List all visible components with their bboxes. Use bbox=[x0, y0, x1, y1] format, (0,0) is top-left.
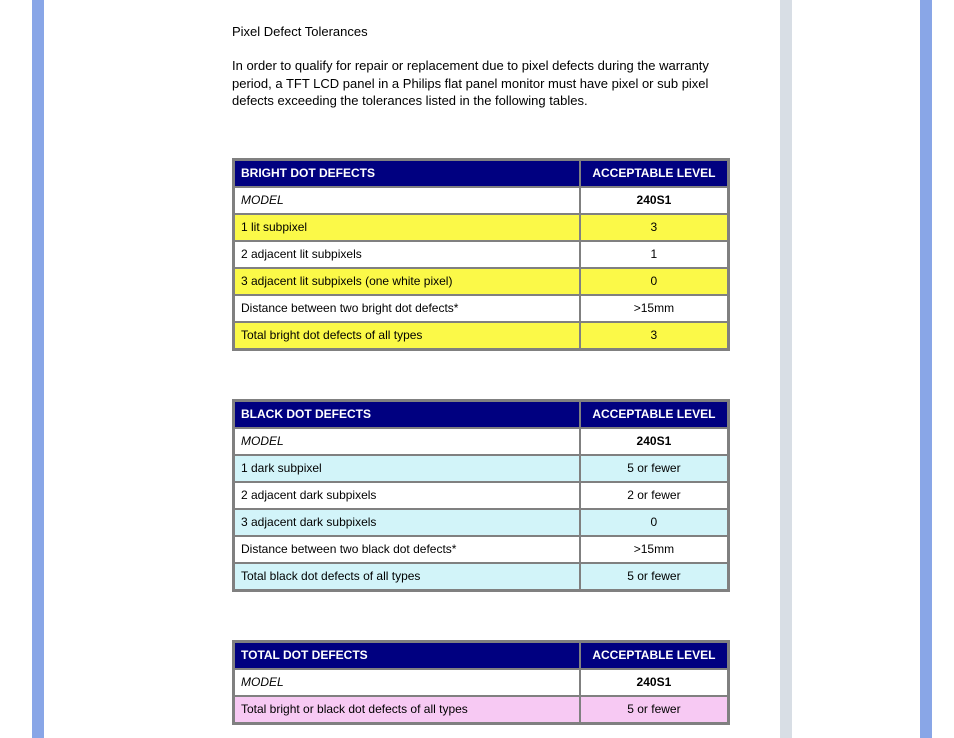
page-canvas: Pixel Defect Tolerances In order to qual… bbox=[0, 0, 954, 738]
table-row: Distance between two bright dot defects*… bbox=[234, 295, 728, 322]
model-value: 240S1 bbox=[580, 669, 728, 696]
defect-value: 3 bbox=[580, 214, 728, 241]
decor-stripe-left-outer bbox=[32, 0, 44, 738]
model-value: 240S1 bbox=[580, 187, 728, 214]
table-row: 3 adjacent dark subpixels0 bbox=[234, 509, 728, 536]
table-row: 2 adjacent lit subpixels1 bbox=[234, 241, 728, 268]
defect-table: BLACK DOT DEFECTSACCEPTABLE LEVELMODEL24… bbox=[232, 399, 730, 592]
acceptable-level-header: ACCEPTABLE LEVEL bbox=[580, 160, 728, 187]
table-row: Total bright or black dot defects of all… bbox=[234, 696, 728, 723]
defect-label: 1 lit subpixel bbox=[234, 214, 580, 241]
acceptable-level-header: ACCEPTABLE LEVEL bbox=[580, 642, 728, 669]
model-row: MODEL240S1 bbox=[234, 187, 728, 214]
table-row: Total bright dot defects of all types3 bbox=[234, 322, 728, 349]
model-label: MODEL bbox=[234, 428, 580, 455]
model-row: MODEL240S1 bbox=[234, 428, 728, 455]
defect-table: TOTAL DOT DEFECTSACCEPTABLE LEVELMODEL24… bbox=[232, 640, 730, 725]
defect-label: 3 adjacent lit subpixels (one white pixe… bbox=[234, 268, 580, 295]
table-row: 1 dark subpixel5 or fewer bbox=[234, 455, 728, 482]
tables-host: BRIGHT DOT DEFECTSACCEPTABLE LEVELMODEL2… bbox=[232, 158, 730, 725]
defect-table: BRIGHT DOT DEFECTSACCEPTABLE LEVELMODEL2… bbox=[232, 158, 730, 351]
acceptable-level-header: ACCEPTABLE LEVEL bbox=[580, 401, 728, 428]
defect-label: 2 adjacent dark subpixels bbox=[234, 482, 580, 509]
model-label: MODEL bbox=[234, 187, 580, 214]
section-title: Pixel Defect Tolerances bbox=[232, 24, 730, 39]
table-row: Distance between two black dot defects*>… bbox=[234, 536, 728, 563]
model-label: MODEL bbox=[234, 669, 580, 696]
defect-value: 5 or fewer bbox=[580, 563, 728, 590]
defect-value: 0 bbox=[580, 268, 728, 295]
defect-value: >15mm bbox=[580, 295, 728, 322]
content-area: Pixel Defect Tolerances In order to qual… bbox=[232, 24, 730, 738]
table-row: 2 adjacent dark subpixels2 or fewer bbox=[234, 482, 728, 509]
defect-value: 5 or fewer bbox=[580, 455, 728, 482]
table-row: Total black dot defects of all types5 or… bbox=[234, 563, 728, 590]
defect-value: 3 bbox=[580, 322, 728, 349]
defect-label: Total black dot defects of all types bbox=[234, 563, 580, 590]
defect-label: Total bright or black dot defects of all… bbox=[234, 696, 580, 723]
defect-value: 5 or fewer bbox=[580, 696, 728, 723]
table-row: 1 lit subpixel3 bbox=[234, 214, 728, 241]
table-title-header: BLACK DOT DEFECTS bbox=[234, 401, 580, 428]
defect-value: >15mm bbox=[580, 536, 728, 563]
defect-label: 3 adjacent dark subpixels bbox=[234, 509, 580, 536]
table-title-header: BRIGHT DOT DEFECTS bbox=[234, 160, 580, 187]
model-value: 240S1 bbox=[580, 428, 728, 455]
defect-label: 1 dark subpixel bbox=[234, 455, 580, 482]
defect-value: 2 or fewer bbox=[580, 482, 728, 509]
table-title-header: TOTAL DOT DEFECTS bbox=[234, 642, 580, 669]
defect-value: 0 bbox=[580, 509, 728, 536]
defect-label: Distance between two bright dot defects* bbox=[234, 295, 580, 322]
defect-label: 2 adjacent lit subpixels bbox=[234, 241, 580, 268]
defect-value: 1 bbox=[580, 241, 728, 268]
decor-stripe-right-inner bbox=[780, 0, 792, 738]
decor-stripe-right-outer bbox=[920, 0, 932, 738]
intro-paragraph: In order to qualify for repair or replac… bbox=[232, 57, 730, 110]
table-row: 3 adjacent lit subpixels (one white pixe… bbox=[234, 268, 728, 295]
model-row: MODEL240S1 bbox=[234, 669, 728, 696]
defect-label: Distance between two black dot defects* bbox=[234, 536, 580, 563]
defect-label: Total bright dot defects of all types bbox=[234, 322, 580, 349]
